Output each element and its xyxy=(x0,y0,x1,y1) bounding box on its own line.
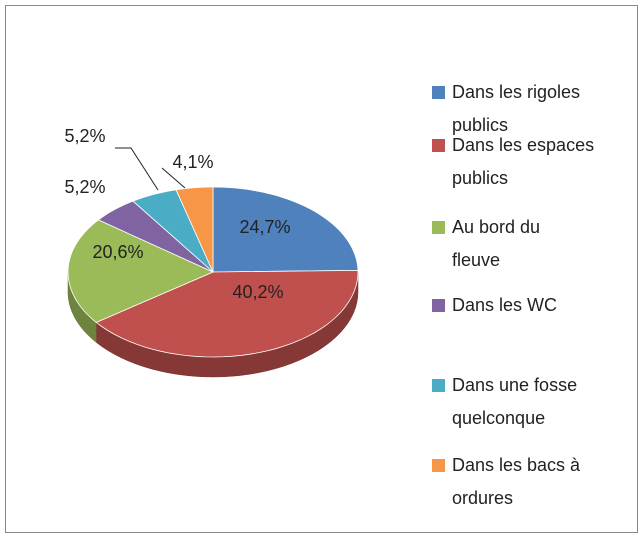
data-label: 24,7% xyxy=(239,217,290,237)
data-label: 5,2% xyxy=(64,126,105,146)
slice xyxy=(95,269,359,358)
data-label: 4,1% xyxy=(172,152,213,172)
pie xyxy=(67,186,359,378)
data-label: 20,6% xyxy=(92,242,143,262)
data-labels: 24,7% 40,2% 20,6% 5,2% 5,2% 4,1% xyxy=(64,126,290,302)
legend-swatch xyxy=(432,139,445,152)
legend-swatch xyxy=(432,459,445,472)
slice xyxy=(97,200,214,273)
slice xyxy=(67,219,214,323)
data-label: 5,2% xyxy=(64,177,105,197)
legend-label: Au bord du fleuve xyxy=(452,217,541,270)
legend-swatch xyxy=(432,86,445,99)
slice xyxy=(212,186,359,273)
legend-swatch xyxy=(432,221,445,234)
slice xyxy=(132,189,214,273)
slice xyxy=(175,186,214,273)
legend-label: Dans les rigoles publics xyxy=(452,82,581,135)
legend-label: Dans les WC xyxy=(452,295,558,315)
legend-label: Dans une fosse quelconque xyxy=(452,375,578,428)
legend-label: Dans les bacs à ordures xyxy=(452,455,581,508)
legend-label: Dans les espaces publics xyxy=(452,135,595,188)
legend-swatch xyxy=(432,379,445,392)
data-label: 40,2% xyxy=(232,282,283,302)
leader-line xyxy=(115,147,159,191)
legend-swatch xyxy=(432,299,445,312)
leader-line xyxy=(161,167,186,189)
